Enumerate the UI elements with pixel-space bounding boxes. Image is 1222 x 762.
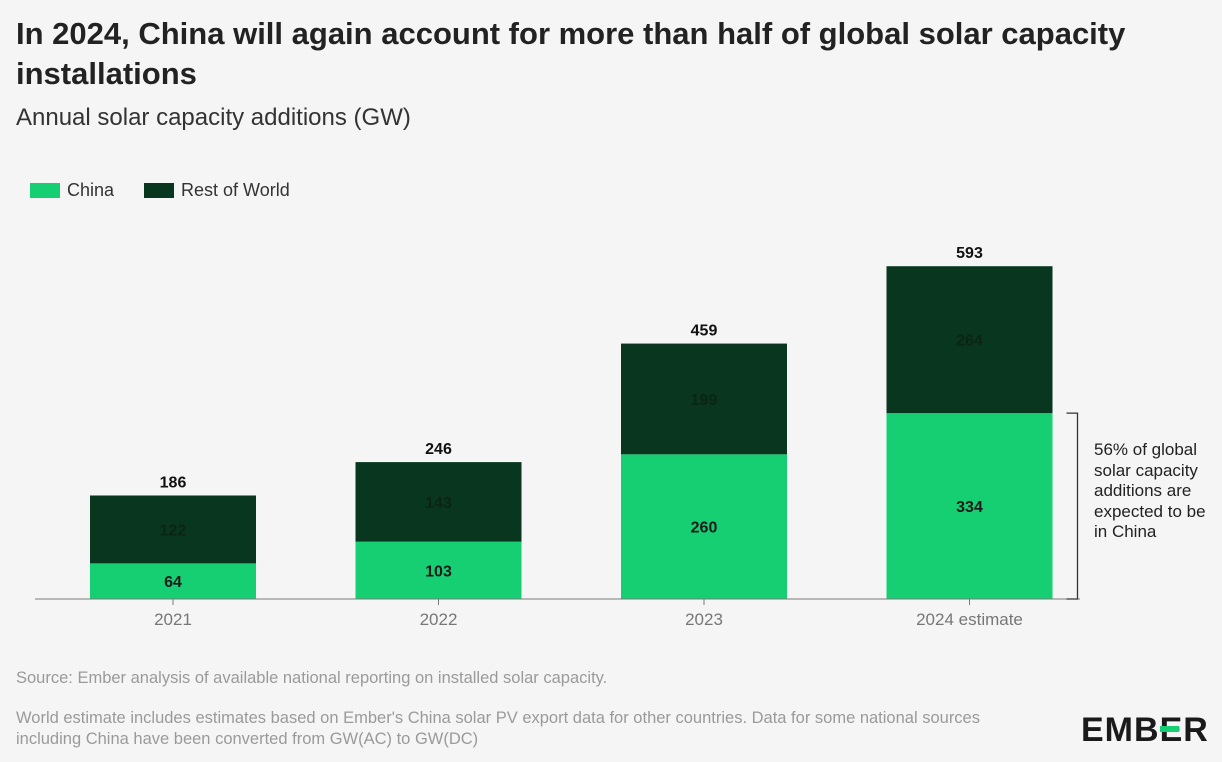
legend-label-china: China xyxy=(67,180,115,200)
footnote-text: World estimate includes estimates based … xyxy=(16,709,980,748)
x-tick-label-3: 2024 estimate xyxy=(916,610,1023,629)
bar-china-1 xyxy=(355,541,522,599)
x-tick-label-2: 2023 xyxy=(685,610,723,629)
data-label-china-0: 64 xyxy=(164,574,182,591)
data-label-china-1: 103 xyxy=(425,563,452,580)
data-label-total-0: 186 xyxy=(160,474,187,491)
ember-logo: EMBER xyxy=(1081,711,1209,749)
logo-accent-bar xyxy=(1159,726,1179,732)
data-label-total-3: 593 xyxy=(956,245,983,262)
x-tick-label-0: 2021 xyxy=(154,610,192,629)
bar-china-3 xyxy=(886,413,1053,599)
legend: China Rest of World xyxy=(30,180,320,201)
x-tick-label-1: 2022 xyxy=(420,610,458,629)
data-label-china-2: 260 xyxy=(691,520,718,537)
annotation-bracket xyxy=(1066,412,1079,600)
bar-china-0 xyxy=(90,563,256,599)
chart-subtitle: Annual solar capacity additions (GW) xyxy=(16,104,411,131)
chart-title: In 2024, China will again account for mo… xyxy=(16,16,1126,91)
legend-label-rest-of-world: Rest of World xyxy=(181,180,290,200)
annotation-note: 56% of global solar capacity additions a… xyxy=(1094,440,1206,541)
bar-rest-of-world-0 xyxy=(90,495,256,564)
data-label-china-3: 334 xyxy=(956,499,983,516)
bar-rest-of-world-3 xyxy=(886,266,1053,414)
data-label-total-2: 459 xyxy=(691,323,718,340)
bar-rest-of-world-1 xyxy=(355,462,522,542)
data-label-rest-of-world-1: 143 xyxy=(425,495,452,512)
legend-item-rest-of-world: Rest of World xyxy=(144,180,290,201)
legend-item-china: China xyxy=(30,180,114,201)
data-label-total-1: 246 xyxy=(425,441,452,458)
source-text: Source: Ember analysis of available nati… xyxy=(16,669,608,687)
data-label-rest-of-world-2: 199 xyxy=(691,392,718,409)
data-label-rest-of-world-0: 122 xyxy=(160,522,187,539)
bar-rest-of-world-2 xyxy=(621,343,787,455)
legend-swatch-china xyxy=(30,183,60,198)
data-label-rest-of-world-3: 264 xyxy=(956,333,983,350)
bar-china-2 xyxy=(621,454,787,599)
legend-swatch-rest-of-world xyxy=(144,183,175,198)
